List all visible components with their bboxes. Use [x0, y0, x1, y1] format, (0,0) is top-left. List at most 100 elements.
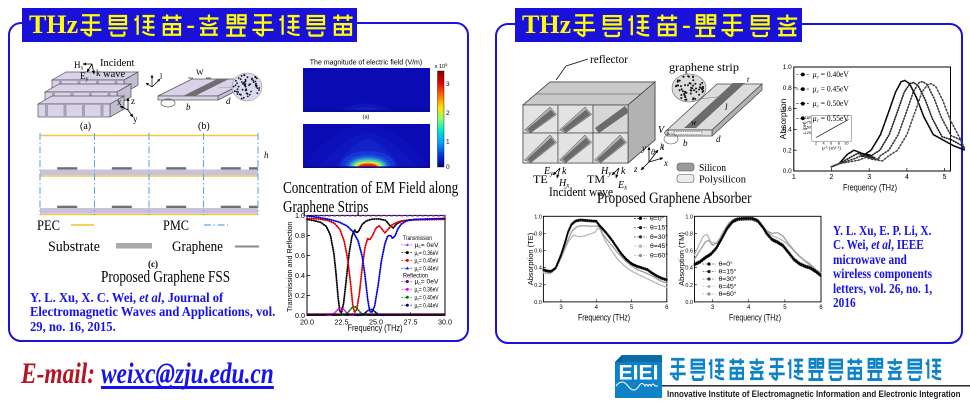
svg-text:graphene strip: graphene strip: [669, 60, 739, 74]
svg-text:d: d: [716, 134, 721, 144]
svg-text:Incident wave: Incident wave: [549, 184, 613, 199]
svg-text:θ: θ: [651, 148, 655, 157]
svg-text:0.8: 0.8: [685, 231, 693, 237]
svg-text:Substrate: Substrate: [48, 239, 100, 255]
svg-text:Absorption (TE): Absorption (TE): [526, 232, 535, 285]
svg-text:0.2: 0.2: [295, 291, 305, 300]
svg-text:x: x: [663, 158, 668, 168]
svg-text:0.0: 0.0: [685, 300, 693, 306]
svg-text:t: t: [747, 75, 750, 84]
svg-text:L (pH): L (pH): [802, 121, 807, 134]
svg-text:0: 0: [446, 164, 450, 171]
svg-text:θ=45°: θ=45°: [719, 283, 737, 291]
svg-text:θ=60°: θ=60°: [650, 252, 668, 260]
svg-text:wave: wave: [103, 69, 125, 80]
svg-text:μc = 0.40eV: μc = 0.40eV: [812, 70, 849, 80]
svg-text:θ=0°: θ=0°: [719, 260, 734, 268]
svg-text:27.5: 27.5: [404, 317, 418, 326]
svg-text:Absorption: Absorption: [778, 98, 788, 139]
svg-text:b: b: [186, 102, 191, 112]
svg-text:l: l: [725, 102, 728, 112]
svg-text:d: d: [226, 96, 231, 106]
svg-text:2: 2: [815, 142, 817, 146]
svg-text:Absorption (TM): Absorption (TM): [677, 232, 686, 286]
svg-text:3: 3: [867, 174, 871, 181]
svg-text:4: 4: [823, 142, 825, 146]
svg-text:0.4: 0.4: [783, 127, 792, 134]
svg-text:1.0: 1.0: [685, 214, 693, 220]
svg-text:1.0: 1.0: [295, 211, 305, 220]
svg-text:0.0: 0.0: [295, 311, 305, 320]
svg-text:Frequency (THz): Frequency (THz): [348, 323, 403, 334]
svg-text:1.0: 1.0: [534, 214, 542, 220]
svg-text:0.4: 0.4: [295, 271, 305, 280]
svg-text:The magnitude of electric fiel: The magnitude of electric field (V/m): [310, 60, 422, 67]
svg-text:k: k: [660, 142, 665, 152]
svg-text:θ=30°: θ=30°: [719, 275, 737, 283]
svg-text:1: 1: [446, 139, 450, 146]
svg-text:0.4: 0.4: [685, 266, 693, 272]
svg-text:0.0: 0.0: [783, 168, 792, 175]
svg-text:2: 2: [446, 110, 450, 117]
svg-text:Frequency (THz): Frequency (THz): [578, 313, 630, 324]
svg-text:Hx: Hx: [74, 60, 84, 72]
svg-text:l: l: [160, 72, 163, 81]
svg-text:TE: TE: [533, 172, 548, 186]
svg-text:z: z: [131, 96, 135, 106]
svg-text:0.8: 0.8: [783, 85, 792, 92]
svg-text:b: b: [683, 138, 688, 148]
svg-text:TM: TM: [587, 172, 605, 186]
svg-text:y: y: [641, 143, 646, 153]
svg-text:μc= 0.36eV: μc= 0.36eV: [415, 288, 439, 294]
svg-text:0.2: 0.2: [685, 283, 693, 289]
svg-text:75: 75: [807, 121, 811, 125]
svg-text:1.0: 1.0: [783, 64, 792, 71]
svg-text:k: k: [96, 68, 101, 78]
svg-text:0.6: 0.6: [783, 106, 792, 113]
svg-text:θ=45°: θ=45°: [650, 242, 668, 250]
svg-text:μc= 0.44eV: μc= 0.44eV: [415, 303, 439, 309]
svg-text:10: 10: [844, 142, 848, 146]
svg-text:μc= 0.44eV: μc= 0.44eV: [415, 266, 439, 272]
svg-text:0.0: 0.0: [534, 300, 542, 306]
svg-text:5: 5: [783, 305, 787, 311]
svg-text:Hx: Hx: [558, 178, 570, 190]
svg-text:2: 2: [830, 174, 834, 181]
svg-text:0.2: 0.2: [783, 147, 792, 154]
svg-text:4: 4: [905, 174, 909, 181]
svg-text:μc= 0.40eV: μc= 0.40eV: [415, 296, 439, 302]
svg-text:Reflection: Reflection: [403, 272, 428, 279]
svg-text:Graphene: Graphene: [172, 239, 223, 255]
svg-text:(a): (a): [80, 121, 91, 132]
svg-text:reflector: reflector: [590, 52, 628, 66]
svg-text:5: 5: [943, 174, 947, 181]
svg-text:k: k: [621, 166, 626, 177]
svg-text:h: h: [264, 150, 269, 160]
svg-text:0.6: 0.6: [295, 251, 305, 260]
svg-text:Transmission and Reflection: Transmission and Reflection: [285, 222, 294, 312]
svg-text:w: w: [691, 118, 697, 127]
svg-text:(b): (b): [198, 121, 210, 132]
svg-text:EIEI: EIEI: [619, 362, 659, 385]
svg-text:100: 100: [805, 115, 811, 119]
svg-text:22.5: 22.5: [335, 317, 349, 326]
svg-text:0.2: 0.2: [534, 283, 542, 289]
svg-text:Ey: Ey: [80, 71, 89, 83]
svg-text:6: 6: [819, 305, 823, 311]
svg-text:PMC: PMC: [163, 218, 189, 234]
svg-text:4: 4: [595, 305, 599, 311]
svg-text:30.0: 30.0: [438, 317, 452, 326]
svg-text:Incident: Incident: [100, 58, 134, 69]
svg-text:Hy: Hy: [600, 166, 612, 178]
svg-text:θ=30°: θ=30°: [650, 233, 668, 241]
svg-text:0.8: 0.8: [534, 231, 542, 237]
svg-text:Frequency (THz): Frequency (THz): [843, 183, 897, 194]
svg-text:25.0: 25.0: [369, 317, 383, 326]
svg-text:μc= 0eV: μc= 0eV: [415, 243, 439, 249]
svg-text:0.6: 0.6: [685, 249, 693, 255]
svg-text:3: 3: [711, 305, 715, 311]
svg-text:μc = 0.55eV: μc = 0.55eV: [812, 114, 849, 124]
svg-text:Ey: Ey: [543, 166, 554, 178]
svg-text:x: x: [117, 97, 122, 107]
svg-text:θ=60°: θ=60°: [719, 290, 737, 298]
